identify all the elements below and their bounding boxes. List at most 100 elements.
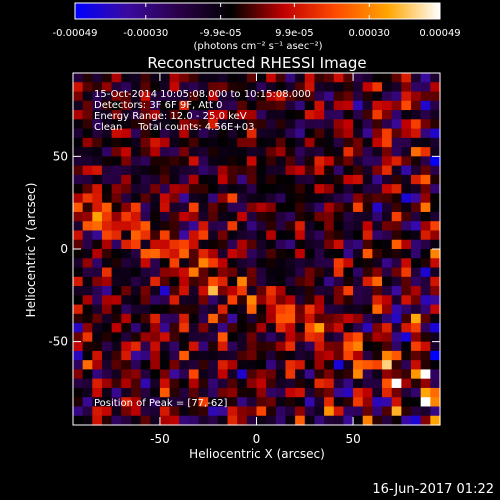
heatmap-cell <box>227 286 238 296</box>
heatmap-cell <box>295 147 306 157</box>
heatmap-cell <box>198 295 209 306</box>
heatmap-cell <box>101 258 113 269</box>
heatmap-cell <box>333 119 345 130</box>
heatmap-cell <box>353 174 364 185</box>
heatmap-cell <box>198 313 209 324</box>
heatmap-cell <box>333 387 345 398</box>
heatmap-cell <box>246 350 258 361</box>
heatmap-cell <box>353 230 364 241</box>
heatmap-cell <box>256 119 267 130</box>
heatmap-cell <box>188 73 200 83</box>
peak-position-annotation: Position of Peak = [77,-62] <box>94 398 228 409</box>
heatmap-cell <box>314 369 325 380</box>
heatmap-cell <box>353 110 364 120</box>
heatmap-cell <box>208 276 219 287</box>
heatmap-cell <box>411 239 422 250</box>
heatmap-cell <box>73 110 84 120</box>
heatmap-cell <box>324 249 335 259</box>
heatmap-cell <box>295 350 306 361</box>
heatmap-cell <box>256 350 267 361</box>
heatmap-cell <box>391 211 402 222</box>
heatmap-cell <box>217 137 229 148</box>
heatmap-cell <box>73 147 84 157</box>
heatmap-cell <box>227 350 238 361</box>
heatmap-cell <box>188 406 200 417</box>
heatmap-cell <box>111 406 122 417</box>
heatmap-cell <box>121 91 132 102</box>
heatmap-cell <box>285 323 296 333</box>
heatmap-cell <box>227 332 238 343</box>
heatmap-cell <box>401 137 412 148</box>
heatmap-cell <box>353 73 364 83</box>
heatmap-cell <box>101 147 113 157</box>
heatmap-cell <box>411 193 422 204</box>
heatmap-cell <box>150 249 161 259</box>
heatmap-cell <box>198 174 209 185</box>
heatmap-cell <box>353 249 364 259</box>
heatmap-cell <box>304 286 316 296</box>
heatmap-cell <box>372 313 383 324</box>
heatmap-cell <box>401 258 412 269</box>
heatmap-cell <box>275 406 287 417</box>
heatmap-cell <box>208 230 219 241</box>
heatmap-cell <box>217 119 229 130</box>
heatmap-cell <box>208 323 219 333</box>
heatmap-cell <box>372 156 383 167</box>
heatmap-cell <box>169 202 180 213</box>
heatmap-cell <box>372 341 383 352</box>
colorbar-tick-label: 9.9e-05 <box>275 28 313 39</box>
heatmap-cell <box>401 82 412 93</box>
heatmap-cell <box>237 341 248 352</box>
heatmap-cell <box>140 341 151 352</box>
heatmap-cell <box>73 91 84 102</box>
heatmap-cell <box>285 156 296 167</box>
heatmap-cell <box>111 360 122 371</box>
heatmap-cell <box>92 202 103 213</box>
heatmap-cell <box>150 110 161 120</box>
heatmap-cell <box>324 100 335 111</box>
heatmap-cell <box>73 137 84 148</box>
heatmap-cell <box>382 258 393 269</box>
heatmap-cell <box>169 332 180 343</box>
heatmap-cell <box>73 378 84 389</box>
heatmap-cell <box>130 350 142 361</box>
heatmap-cell <box>401 184 412 195</box>
heatmap-cell <box>188 295 200 306</box>
heatmap-cell <box>169 378 180 389</box>
heatmap-cell <box>150 295 161 306</box>
heatmap-cell <box>121 341 132 352</box>
heatmap-cell <box>92 184 103 195</box>
heatmap-cell <box>420 341 431 352</box>
heatmap-cell <box>420 230 431 241</box>
heatmap-cell <box>333 82 345 93</box>
heatmap-cell <box>198 156 209 167</box>
heatmap-cell <box>256 276 267 287</box>
heatmap-cell <box>111 415 122 426</box>
heatmap-cell <box>82 82 93 93</box>
heatmap-cell <box>382 119 393 130</box>
heatmap-cell <box>430 332 441 343</box>
heatmap-cell <box>169 350 180 361</box>
heatmap-cell <box>246 184 258 195</box>
heatmap-cell <box>111 276 122 287</box>
heatmap-cell <box>420 211 431 222</box>
heatmap-cell <box>246 91 258 102</box>
heatmap-cell <box>140 267 151 278</box>
heatmap-cell <box>246 295 258 306</box>
heatmap-cell <box>411 73 422 83</box>
heatmap-cell <box>82 110 93 120</box>
heatmap-cell <box>111 332 122 343</box>
heatmap-cell <box>92 119 103 130</box>
heatmap-cell <box>82 91 93 102</box>
heatmap-cell <box>159 239 171 250</box>
heatmap-cell <box>401 156 412 167</box>
heatmap-cell <box>382 193 393 204</box>
heatmap-cell <box>198 147 209 157</box>
heatmap-cell <box>140 91 151 102</box>
heatmap-cell <box>420 193 431 204</box>
heatmap-cell <box>266 73 277 83</box>
heatmap-cell <box>169 406 180 417</box>
heatmap-cell <box>430 258 441 269</box>
heatmap-cell <box>246 128 258 139</box>
heatmap-cell <box>430 267 441 278</box>
